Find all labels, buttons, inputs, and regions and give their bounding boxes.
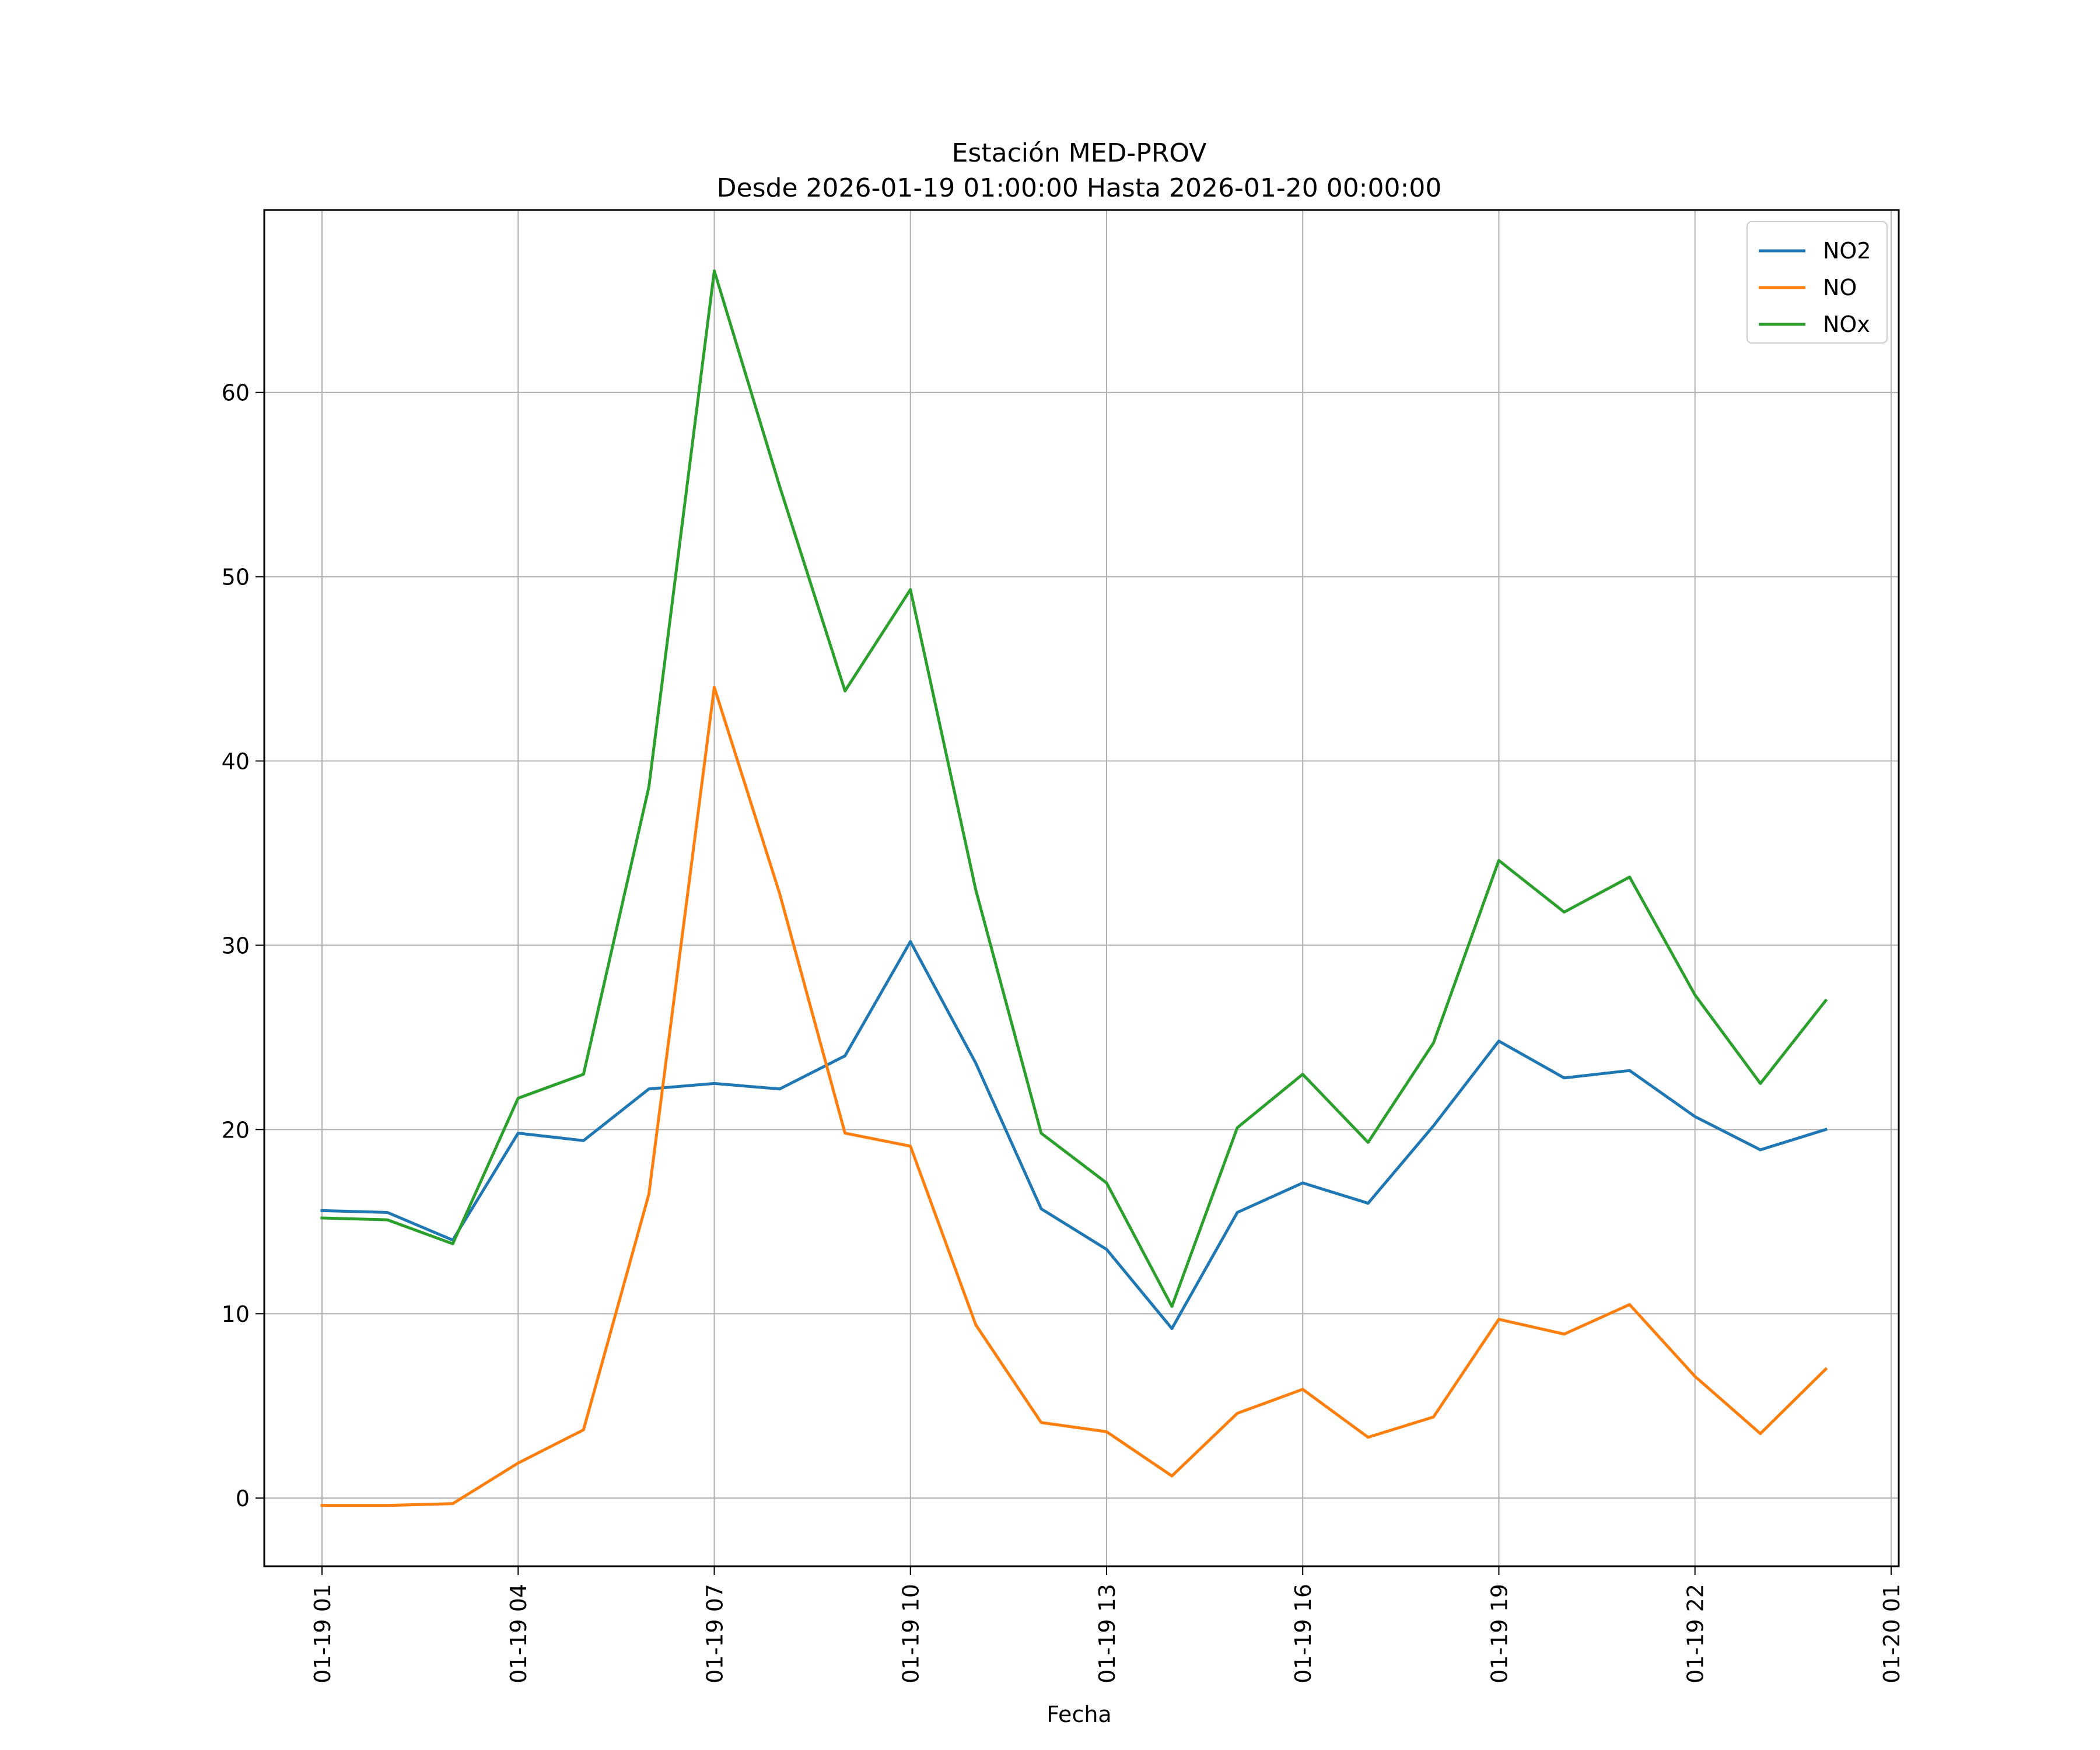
y-axis: 0 10 20 30 40 50 60 bbox=[222, 380, 264, 1511]
x-tick-label: 01-19 04 bbox=[506, 1584, 531, 1684]
x-tick-label: 01-19 22 bbox=[1683, 1584, 1709, 1684]
y-tick-label: 10 bbox=[222, 1301, 250, 1327]
series-lines bbox=[320, 269, 1828, 1507]
y-tick-label: 20 bbox=[222, 1117, 250, 1143]
y-tick-label: 50 bbox=[222, 565, 250, 590]
x-tick-label: 01-19 10 bbox=[898, 1584, 924, 1684]
series-line-no bbox=[320, 685, 1828, 1507]
legend: NO2 NO NOx bbox=[1746, 221, 1888, 344]
y-tick-label: 0 bbox=[236, 1486, 250, 1511]
y-tick-label: 30 bbox=[222, 933, 250, 958]
grid bbox=[264, 210, 1899, 1566]
x-tick-label: 01-19 19 bbox=[1486, 1584, 1512, 1684]
y-tick-label: 60 bbox=[222, 380, 250, 406]
x-tick-label: 01-19 13 bbox=[1094, 1584, 1120, 1684]
legend-label: NO bbox=[1823, 275, 1857, 300]
plot-frame bbox=[263, 209, 1900, 1567]
series-line-no2 bbox=[320, 940, 1828, 1330]
x-tick-label: 01-20 01 bbox=[1879, 1584, 1905, 1684]
x-axis-label: Fecha bbox=[1046, 1702, 1111, 1727]
chart-subtitle: Desde 2026-01-19 01:00:00 Hasta 2026-01-… bbox=[717, 173, 1442, 203]
x-tick-label: 01-19 01 bbox=[310, 1584, 335, 1684]
y-tick-label: 40 bbox=[222, 749, 250, 775]
legend-label: NO2 bbox=[1823, 238, 1871, 264]
x-tick-label: 01-19 16 bbox=[1290, 1584, 1316, 1684]
legend-label: NOx bbox=[1823, 312, 1870, 337]
chart-title: Estación MED-PROV bbox=[952, 138, 1207, 168]
x-axis: 01-19 01 01-19 04 01-19 07 01-19 10 01-19 13… bbox=[310, 1566, 1905, 1684]
x-tick-label: 01-19 07 bbox=[702, 1584, 727, 1684]
series-line-nox bbox=[320, 269, 1828, 1308]
